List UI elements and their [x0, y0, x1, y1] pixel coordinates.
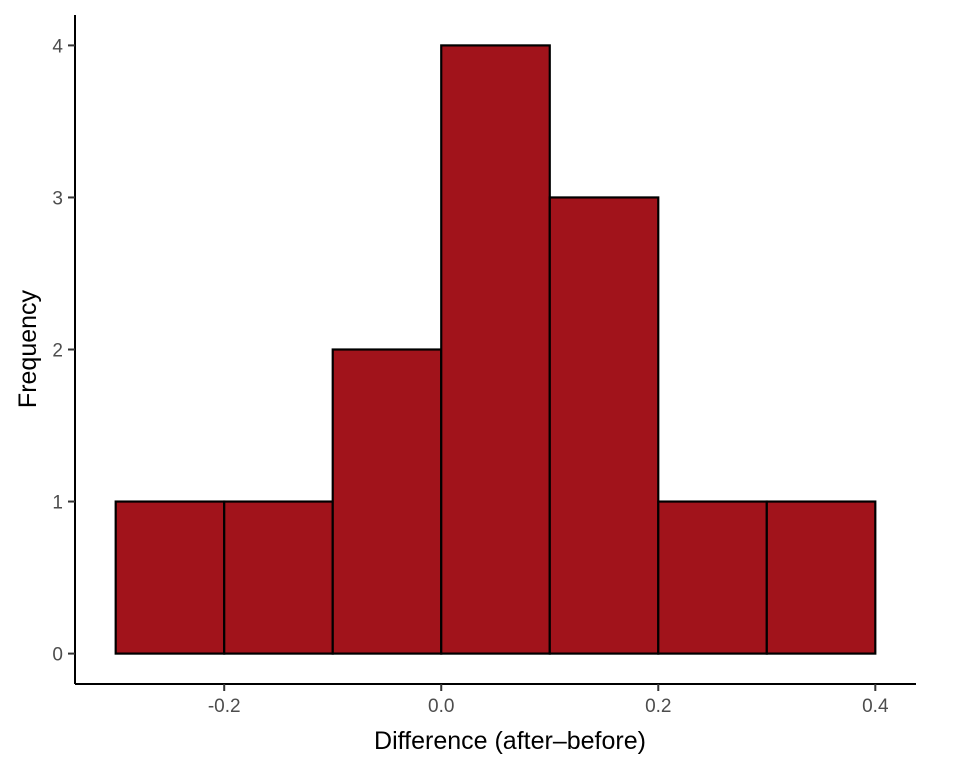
y-tick-label-3: 3 [52, 188, 63, 209]
x-axis-title: Difference (after–before) [374, 727, 646, 755]
histogram-bar-4 [548, 196, 660, 655]
histogram-bar-5 [657, 500, 768, 655]
histogram-bar-3 [440, 44, 551, 655]
axes-group: 0 1 2 3 4 -0.2 0.0 0.2 0.4 [52, 15, 916, 717]
y-axis-title: Frequency [14, 289, 42, 408]
x-tick-label-3: 0.4 [862, 696, 889, 717]
y-tick-label-4: 4 [52, 36, 63, 57]
histogram-bar-2 [331, 348, 443, 655]
histogram-bar-0 [114, 500, 226, 655]
y-tick-label-1: 1 [52, 493, 63, 514]
x-tick-label-1: 0.0 [428, 696, 454, 717]
y-tick-label-2: 2 [52, 341, 63, 362]
x-tick-label-0: -0.2 [208, 696, 241, 717]
x-tick-label-2: 0.2 [645, 696, 671, 717]
histogram-bar-6 [765, 500, 877, 655]
histogram-bar-1 [223, 500, 334, 655]
bars-group [114, 44, 877, 655]
y-tick-label-0: 0 [52, 645, 63, 666]
